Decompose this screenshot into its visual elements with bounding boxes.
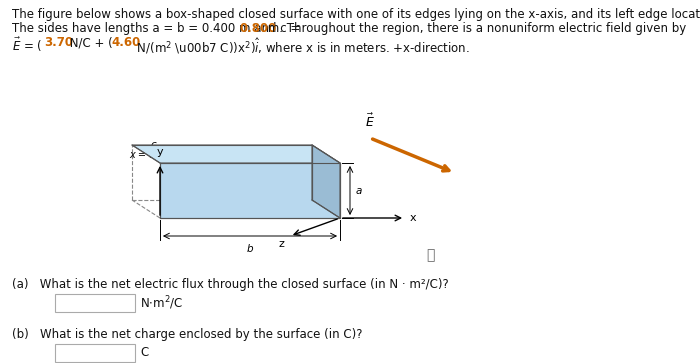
Text: b: b (246, 244, 253, 254)
Text: N/C + (: N/C + ( (66, 36, 113, 49)
Polygon shape (160, 163, 340, 218)
Text: $\vec{E}$ = (: $\vec{E}$ = ( (12, 36, 43, 54)
Text: (a)   What is the net electric flux through the closed surface (in N · m²/C)?: (a) What is the net electric flux throug… (12, 278, 449, 291)
Text: x = a: x = a (129, 150, 155, 160)
Text: The sides have lengths a = b = 0.400 m and c =: The sides have lengths a = b = 0.400 m a… (12, 22, 304, 35)
Text: a: a (356, 185, 363, 196)
Text: ⓘ: ⓘ (426, 248, 434, 262)
Text: The figure below shows a box-shaped closed surface with one of its edges lying o: The figure below shows a box-shaped clos… (12, 8, 700, 21)
Text: N$\cdot$m$^2$/C: N$\cdot$m$^2$/C (140, 294, 183, 312)
Text: N/(m$^2$ \u00b7 C))x$^2$)$\hat{i}$, where x is in meters. +x-direction.: N/(m$^2$ \u00b7 C))x$^2$)$\hat{i}$, wher… (133, 36, 470, 56)
Polygon shape (132, 145, 340, 163)
Text: (b)   What is the net charge enclosed by the surface (in C)?: (b) What is the net charge enclosed by t… (12, 328, 363, 341)
Text: C: C (140, 347, 148, 359)
Text: $\vec{E}$: $\vec{E}$ (365, 113, 375, 130)
Text: 0.800: 0.800 (240, 22, 277, 35)
Text: 3.70: 3.70 (44, 36, 73, 49)
Polygon shape (312, 145, 340, 218)
Text: y: y (157, 147, 163, 157)
FancyBboxPatch shape (55, 344, 135, 362)
Text: z: z (278, 239, 284, 249)
Text: m. Throughout the region, there is a nonuniform electric field given by: m. Throughout the region, there is a non… (264, 22, 687, 35)
Text: c: c (151, 140, 157, 150)
Text: x: x (410, 213, 416, 223)
Text: 4.60: 4.60 (111, 36, 140, 49)
FancyBboxPatch shape (55, 294, 135, 312)
